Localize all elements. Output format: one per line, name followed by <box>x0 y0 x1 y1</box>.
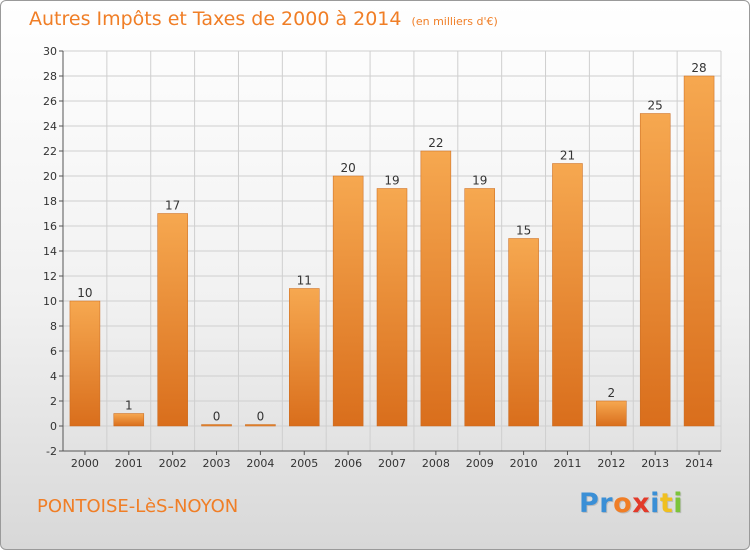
bar <box>69 300 101 427</box>
logo-letter: i <box>673 488 684 519</box>
y-tick-label: 16 <box>43 220 57 233</box>
y-tick-label: 2 <box>50 395 57 408</box>
bars <box>69 75 715 427</box>
bar <box>596 400 627 427</box>
data-label: 0 <box>213 410 221 424</box>
y-tick-label: 6 <box>50 345 57 358</box>
data-label: 22 <box>428 136 443 150</box>
y-tick-label: 18 <box>43 195 57 208</box>
chart-title-text: Autres Impôts et Taxes de 2000 à 2014 <box>29 8 402 30</box>
data-label: 2 <box>608 386 616 400</box>
y-tick-label: 10 <box>43 295 57 308</box>
bar <box>552 163 583 427</box>
x-tick-label: 2010 <box>510 457 538 470</box>
x-tick-label: 2011 <box>553 457 581 470</box>
bar <box>201 424 232 427</box>
x-tick-label: 2007 <box>378 457 406 470</box>
bar <box>464 188 495 427</box>
x-tick-label: 2013 <box>641 457 669 470</box>
y-tick-label: 0 <box>50 420 57 433</box>
bar <box>508 238 539 427</box>
data-label: 20 <box>340 161 355 175</box>
axes <box>59 50 721 455</box>
bar <box>157 213 188 427</box>
y-tick-label: 12 <box>43 270 57 283</box>
y-tick-label: 4 <box>50 370 57 383</box>
y-tick-label: 14 <box>43 245 57 258</box>
data-label: 1 <box>125 399 133 413</box>
bar <box>420 150 452 427</box>
bar <box>332 175 364 427</box>
x-tick-label: 2009 <box>466 457 494 470</box>
y-tick-label: 26 <box>43 95 57 108</box>
place-name: PONTOISE-LèS-NOYON <box>37 496 239 517</box>
bar <box>639 113 671 427</box>
x-tick-label: 2014 <box>685 457 713 470</box>
y-tick-label: 20 <box>43 170 57 183</box>
bar <box>245 424 276 427</box>
chart-title: Autres Impôts et Taxes de 2000 à 2014 (e… <box>29 8 498 30</box>
x-tick-label: 2004 <box>246 457 274 470</box>
y-tick-label: 8 <box>50 320 57 333</box>
data-label: 19 <box>472 174 487 188</box>
bar <box>113 413 145 427</box>
x-tick-label: 2003 <box>203 457 231 470</box>
data-label: 17 <box>165 199 180 213</box>
logo-letter: P <box>579 488 600 519</box>
bar <box>683 75 715 427</box>
x-tick-label: 2006 <box>334 457 362 470</box>
y-tick-label: 22 <box>43 145 57 158</box>
logo-letter: i <box>650 488 660 519</box>
bar <box>376 188 408 427</box>
y-tick-label: 24 <box>43 120 57 133</box>
proxiti-logo[interactable]: Proxiti <box>579 488 683 519</box>
x-tick-label: 2000 <box>71 457 99 470</box>
chart-subtitle: (en milliers d'€) <box>411 15 498 28</box>
x-tick-label: 2001 <box>115 457 143 470</box>
bar <box>289 288 320 427</box>
y-tick-label: 28 <box>43 70 57 83</box>
x-tick-label: 2005 <box>290 457 318 470</box>
logo-letter: o <box>613 488 633 519</box>
y-tick-label: 30 <box>43 45 57 58</box>
x-tick-label: 2002 <box>159 457 187 470</box>
data-label: 10 <box>77 286 92 300</box>
logo-letter: x <box>632 488 651 519</box>
x-tick-label: 2012 <box>597 457 625 470</box>
data-label: 19 <box>384 174 399 188</box>
x-tick-label: 2008 <box>422 457 450 470</box>
logo-letter: t <box>659 488 674 519</box>
data-label: 15 <box>516 224 531 238</box>
data-label: 21 <box>560 149 575 163</box>
y-tick-label: -2 <box>46 445 57 458</box>
data-label: 28 <box>691 61 706 75</box>
data-label: 0 <box>257 410 265 424</box>
data-label: 25 <box>648 99 663 113</box>
data-label: 11 <box>297 274 312 288</box>
labels: -202468101214161820222426283010200012001… <box>43 45 713 470</box>
logo-letter: r <box>599 488 614 519</box>
